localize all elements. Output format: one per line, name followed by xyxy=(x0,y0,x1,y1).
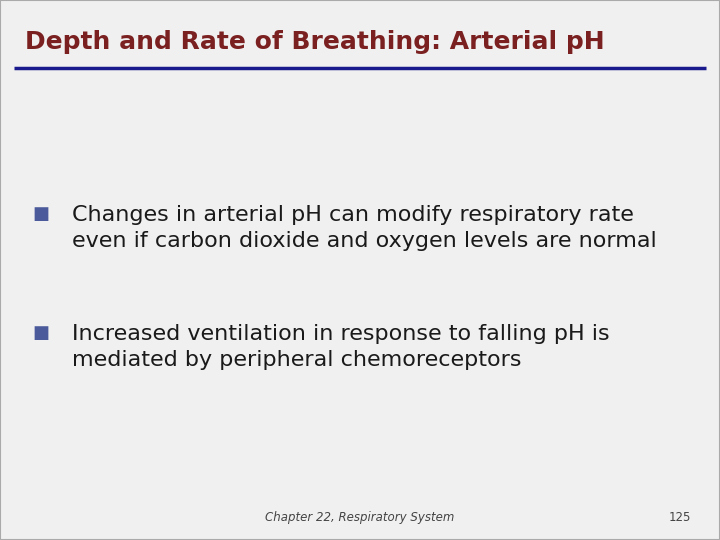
Text: Changes in arterial pH can modify respiratory rate
even if carbon dioxide and ox: Changes in arterial pH can modify respir… xyxy=(72,205,657,251)
Text: Chapter 22, Respiratory System: Chapter 22, Respiratory System xyxy=(265,511,455,524)
Text: ■: ■ xyxy=(32,324,50,342)
Text: 125: 125 xyxy=(669,511,691,524)
Text: ■: ■ xyxy=(32,205,50,223)
Text: Depth and Rate of Breathing: Arterial pH: Depth and Rate of Breathing: Arterial pH xyxy=(25,30,605,53)
Text: Increased ventilation in response to falling pH is
mediated by peripheral chemor: Increased ventilation in response to fal… xyxy=(72,324,610,369)
